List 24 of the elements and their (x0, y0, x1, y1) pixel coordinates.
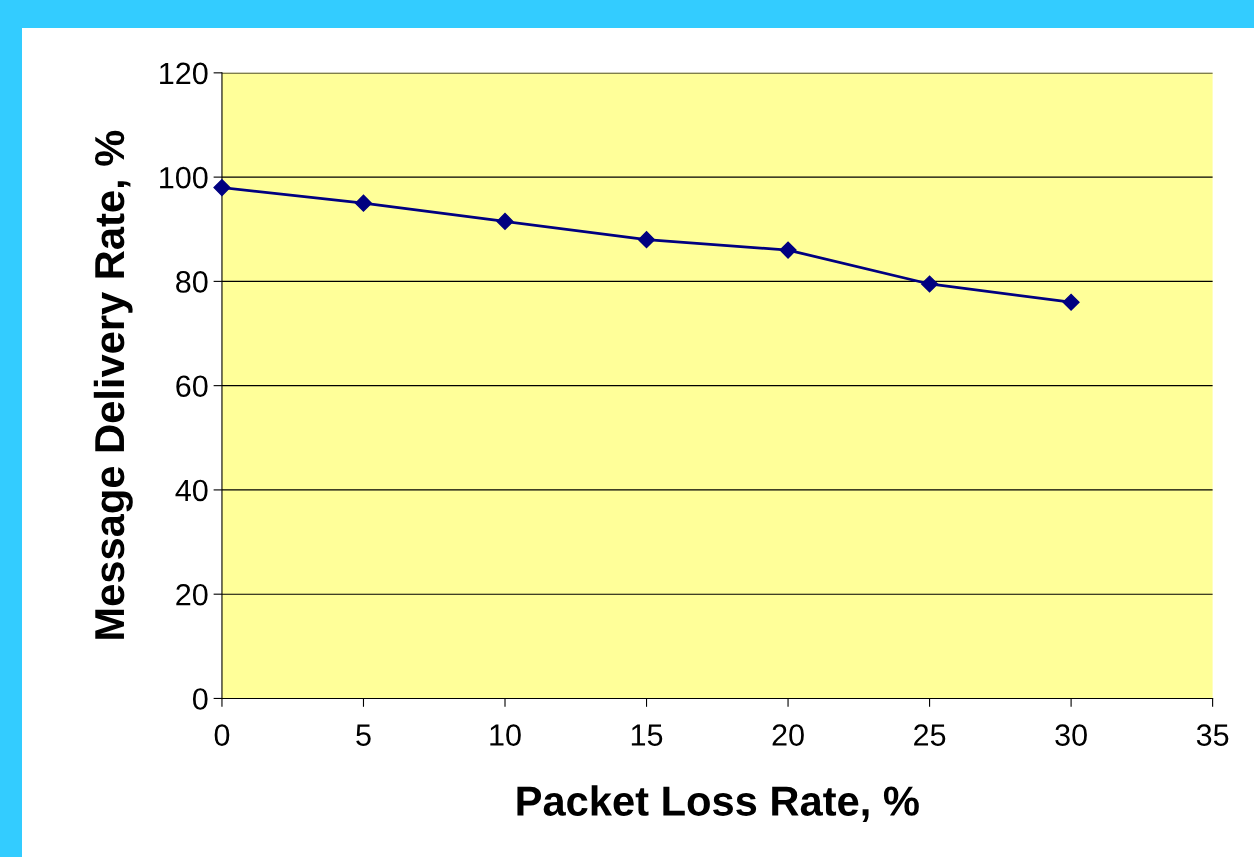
x-axis-title: Packet Loss Rate, % (517, 785, 919, 822)
x-tick-label: 20 (772, 724, 804, 746)
x-tick-label: 5 (356, 724, 371, 746)
point (354, 194, 373, 212)
y-tick-label: 0 (192, 688, 208, 710)
point (921, 275, 939, 293)
point (213, 178, 231, 197)
point (1062, 293, 1080, 311)
point (779, 241, 797, 259)
y-tick-label: 60 (176, 375, 208, 398)
point (496, 212, 514, 230)
x-tick-label: 15 (631, 724, 663, 746)
x-tick-label: 25 (914, 724, 946, 746)
y-tick-label: 120 (160, 62, 208, 85)
y-tick-label: 40 (175, 479, 208, 502)
x-tick-label: 30 (1055, 724, 1087, 746)
x-tick-label: 0 (214, 724, 230, 746)
x-tick-label: 10 (490, 724, 521, 746)
y-tick-label: 80 (176, 271, 208, 293)
x-tick-label: 35 (1196, 724, 1229, 746)
point (637, 231, 656, 249)
y-tick-label: 20 (176, 583, 208, 606)
y-axis-title: Message Delivery Rate, % (93, 130, 133, 639)
y-tick-label: 100 (160, 166, 208, 189)
